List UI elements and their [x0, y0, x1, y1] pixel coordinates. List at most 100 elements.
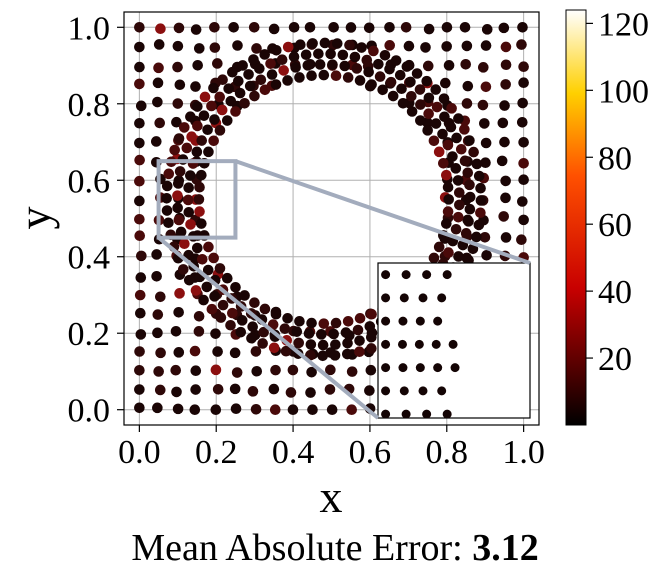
data-point	[135, 272, 147, 283]
inset-point	[422, 270, 432, 280]
data-point	[453, 113, 464, 124]
data-point	[203, 146, 214, 158]
data-point	[268, 342, 280, 354]
data-point	[154, 384, 166, 396]
inset-point	[448, 339, 458, 349]
data-point	[464, 191, 476, 203]
data-point	[440, 77, 451, 89]
data-point	[516, 234, 527, 246]
inset-point	[422, 409, 432, 418]
data-point	[451, 132, 462, 144]
data-point	[342, 315, 354, 327]
data-point	[496, 155, 508, 167]
data-point	[174, 79, 186, 91]
data-point	[314, 59, 326, 70]
data-point	[135, 100, 147, 112]
data-point	[354, 75, 366, 86]
data-point	[390, 55, 402, 66]
data-point	[198, 110, 210, 121]
data-point	[214, 263, 226, 274]
data-point	[179, 238, 190, 250]
data-point	[270, 79, 282, 90]
data-point	[134, 78, 145, 90]
data-point	[433, 241, 445, 253]
data-point	[243, 69, 254, 80]
data-point	[134, 175, 145, 187]
data-point	[518, 61, 529, 73]
inset-point	[442, 270, 452, 280]
data-point	[363, 22, 375, 34]
data-point	[161, 205, 173, 216]
data-point	[453, 251, 464, 262]
data-point	[438, 158, 449, 169]
data-point	[203, 241, 214, 253]
inset-point	[401, 270, 411, 280]
data-point	[193, 310, 205, 322]
data-point	[516, 116, 528, 128]
data-point	[247, 386, 259, 397]
data-point	[259, 303, 271, 315]
data-point	[330, 317, 342, 329]
data-point	[365, 364, 377, 376]
data-point	[135, 307, 146, 319]
data-point	[325, 48, 336, 60]
data-point	[475, 182, 486, 194]
data-point	[447, 151, 458, 162]
data-point	[266, 69, 278, 80]
data-point	[151, 270, 162, 282]
inset-point	[381, 270, 391, 280]
data-point	[229, 347, 241, 359]
data-point	[155, 347, 166, 359]
data-point	[268, 23, 280, 35]
data-point	[461, 40, 473, 52]
data-point	[463, 216, 474, 227]
data-point	[415, 115, 426, 126]
data-point	[344, 39, 355, 51]
data-point	[480, 157, 491, 169]
data-point	[134, 365, 145, 376]
data-point	[282, 313, 293, 324]
data-point	[268, 383, 280, 395]
data-point	[384, 40, 396, 51]
data-point	[201, 281, 213, 293]
data-point	[443, 247, 454, 258]
data-point	[364, 321, 376, 332]
data-point	[313, 48, 324, 60]
data-point	[250, 403, 262, 415]
data-point	[172, 178, 184, 189]
data-point	[251, 365, 263, 377]
inset-point	[401, 409, 411, 418]
data-point	[518, 77, 529, 89]
data-point	[430, 84, 442, 95]
data-point	[244, 80, 256, 92]
data-point	[446, 103, 457, 114]
data-point	[459, 155, 471, 167]
data-point	[152, 309, 164, 320]
data-point	[405, 76, 416, 88]
data-point	[517, 97, 528, 109]
data-point	[464, 135, 475, 146]
data-point	[278, 65, 289, 76]
data-point	[232, 40, 243, 51]
data-point	[196, 218, 207, 229]
data-point	[259, 84, 271, 96]
scatter-chart: 0.0 0.2 0.4 0.6 0.8 1.0 0.00.20.40.60.81.0 x …	[9, 6, 649, 522]
data-point	[518, 136, 529, 148]
data-point	[460, 58, 472, 70]
data-point	[361, 54, 373, 66]
data-point	[379, 50, 391, 61]
data-point	[452, 211, 464, 223]
data-point	[497, 117, 509, 129]
data-point	[210, 328, 221, 339]
data-point	[377, 84, 388, 96]
data-point	[134, 230, 146, 242]
data-point	[464, 179, 475, 191]
data-point	[194, 206, 205, 217]
inset-point	[397, 339, 407, 349]
data-point	[134, 195, 145, 207]
data-point	[428, 135, 440, 147]
data-point	[196, 253, 208, 265]
data-point	[172, 61, 183, 73]
inset-point	[418, 386, 428, 396]
data-point	[411, 68, 423, 79]
